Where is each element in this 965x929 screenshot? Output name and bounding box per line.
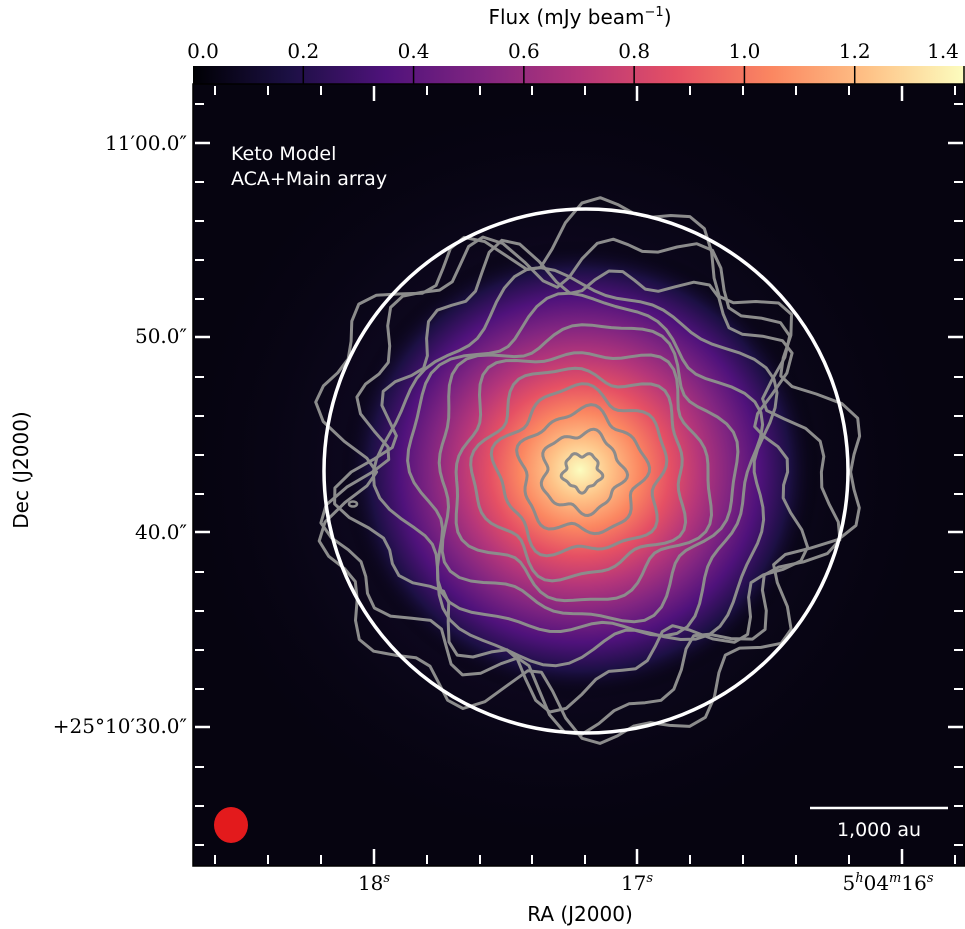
y-tick-labels: 11′00.0″ 50.0″ 40.0″ +25°10′30.0″ [53,131,187,738]
colorbar-tick-label: 0.8 [618,39,650,63]
contour-level [347,500,359,508]
colorbar-ticks [193,66,965,84]
contour-level [454,351,713,603]
colorbar-bar [193,66,965,84]
aperture-circle [322,207,850,735]
x-tick-label: 18s [358,871,390,895]
annotation-line-1: Keto Model [231,143,336,165]
plot-area: 1,000 au Keto Model ACA+Main array [193,84,965,866]
contour-level [539,427,630,517]
x-tick-labels: 18s 17s 5h04m16s [358,871,934,895]
y-tick-label: 11′00.0″ [105,131,187,155]
plot-frame [192,83,965,867]
contour-level [489,382,669,558]
scale-bar-label: 1,000 au [837,819,921,841]
annotation-line-2: ACA+Main array [231,168,387,190]
colorbar-tick-label: 0.2 [287,39,319,63]
colorbar-tick-label: 1.2 [839,39,871,63]
colorbar-tick-label: 1.0 [729,39,761,63]
colorbar: Flux (mJy beam−1) 0.0 0.2 0.4 0.6 0.8 1.0 1.2 1… [187,5,965,84]
contour-level [515,403,652,536]
y-tick-label: 50.0″ [135,324,187,348]
contour-level [314,196,862,745]
contour-level [437,323,740,624]
contour-level [333,238,810,714]
colorbar-tick-label: 0.0 [187,39,219,63]
contour-level [469,366,688,583]
colorbar-tick-label: 1.4 [927,39,959,63]
axis-ticks [195,86,963,864]
emission-core [340,240,820,700]
x-tick-label: 5h04m16s [842,871,933,895]
contour-level [406,291,765,638]
colorbar-tick-label: 0.6 [508,39,540,63]
colorbar-tick-label: 0.4 [398,39,430,63]
y-tick-label: 40.0″ [135,520,187,544]
flux-contours [314,196,862,745]
beam-ellipse [214,807,248,843]
y-axis-label: Dec (J2000) [9,411,33,528]
colorbar-label: Flux (mJy beam−1) [488,5,671,29]
contour-level [559,452,605,495]
x-tick-label: 17s [621,871,653,895]
y-tick-label: +25°10′30.0″ [53,714,187,738]
colorbar-tick-labels: 0.0 0.2 0.4 0.6 0.8 1.0 1.2 1.4 [187,39,959,63]
x-axis-label: RA (J2000) [527,902,633,926]
